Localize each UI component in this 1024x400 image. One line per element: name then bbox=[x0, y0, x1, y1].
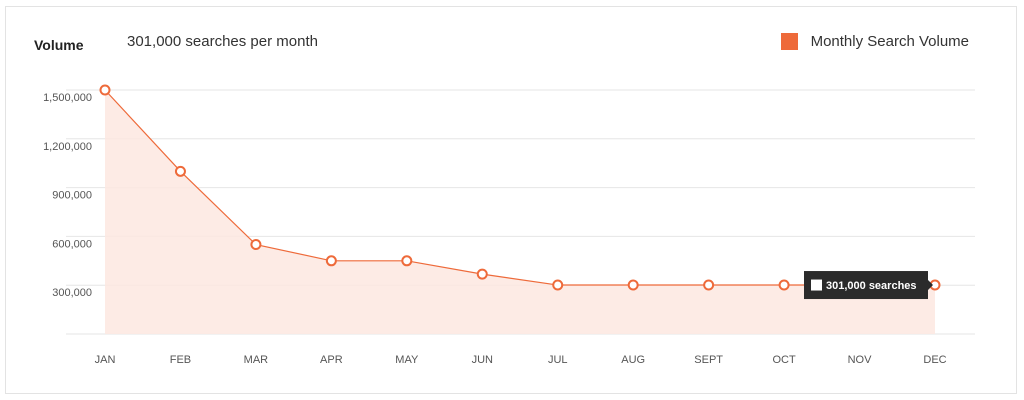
tooltip-text: 301,000 searches bbox=[826, 280, 917, 292]
data-point bbox=[99, 84, 111, 96]
x-tick-label: JUN bbox=[472, 354, 493, 366]
data-point bbox=[552, 279, 564, 291]
y-tick-label: 1,200,000 bbox=[43, 141, 92, 153]
x-tick-label: JAN bbox=[95, 354, 116, 366]
y-tick-label: 600,000 bbox=[52, 238, 92, 250]
tooltip-swatch bbox=[811, 279, 822, 291]
data-point bbox=[174, 165, 186, 177]
data-point bbox=[703, 279, 715, 291]
chart-title: Volume bbox=[34, 37, 84, 53]
chart-subtitle: 301,000 searches per month bbox=[127, 33, 318, 50]
x-tick-label: NOV bbox=[848, 354, 873, 366]
legend-swatch bbox=[780, 33, 798, 50]
y-tick-label: 300,000 bbox=[52, 287, 92, 299]
x-tick-label: JUL bbox=[548, 354, 568, 366]
series-line bbox=[104, 89, 935, 286]
series-area bbox=[105, 90, 935, 334]
x-tick-label: SEPT bbox=[694, 354, 723, 366]
legend-label: Monthly Search Volume bbox=[810, 33, 969, 50]
x-tick-label: OCT bbox=[772, 354, 796, 366]
x-tick-label: FEB bbox=[170, 354, 191, 366]
data-point bbox=[325, 255, 337, 267]
data-point bbox=[627, 279, 639, 291]
x-tick-label: AUG bbox=[621, 354, 645, 366]
tooltip-box bbox=[804, 271, 928, 300]
data-point bbox=[250, 239, 262, 251]
tooltip-arrow bbox=[928, 280, 933, 291]
y-tick-label: 900,000 bbox=[52, 190, 92, 202]
x-tick-label: MAR bbox=[244, 354, 269, 366]
x-tick-label: MAY bbox=[395, 354, 419, 366]
tooltip: 301,000 searches bbox=[804, 271, 933, 300]
x-tick-label: APR bbox=[320, 354, 343, 366]
data-point bbox=[778, 279, 790, 291]
x-tick-label: DEC bbox=[923, 354, 946, 366]
data-point bbox=[476, 268, 488, 280]
data-point bbox=[401, 255, 413, 267]
chart-legend[interactable]: Monthly Search Volume bbox=[780, 33, 969, 50]
y-tick-label: 1,500,000 bbox=[43, 92, 92, 104]
